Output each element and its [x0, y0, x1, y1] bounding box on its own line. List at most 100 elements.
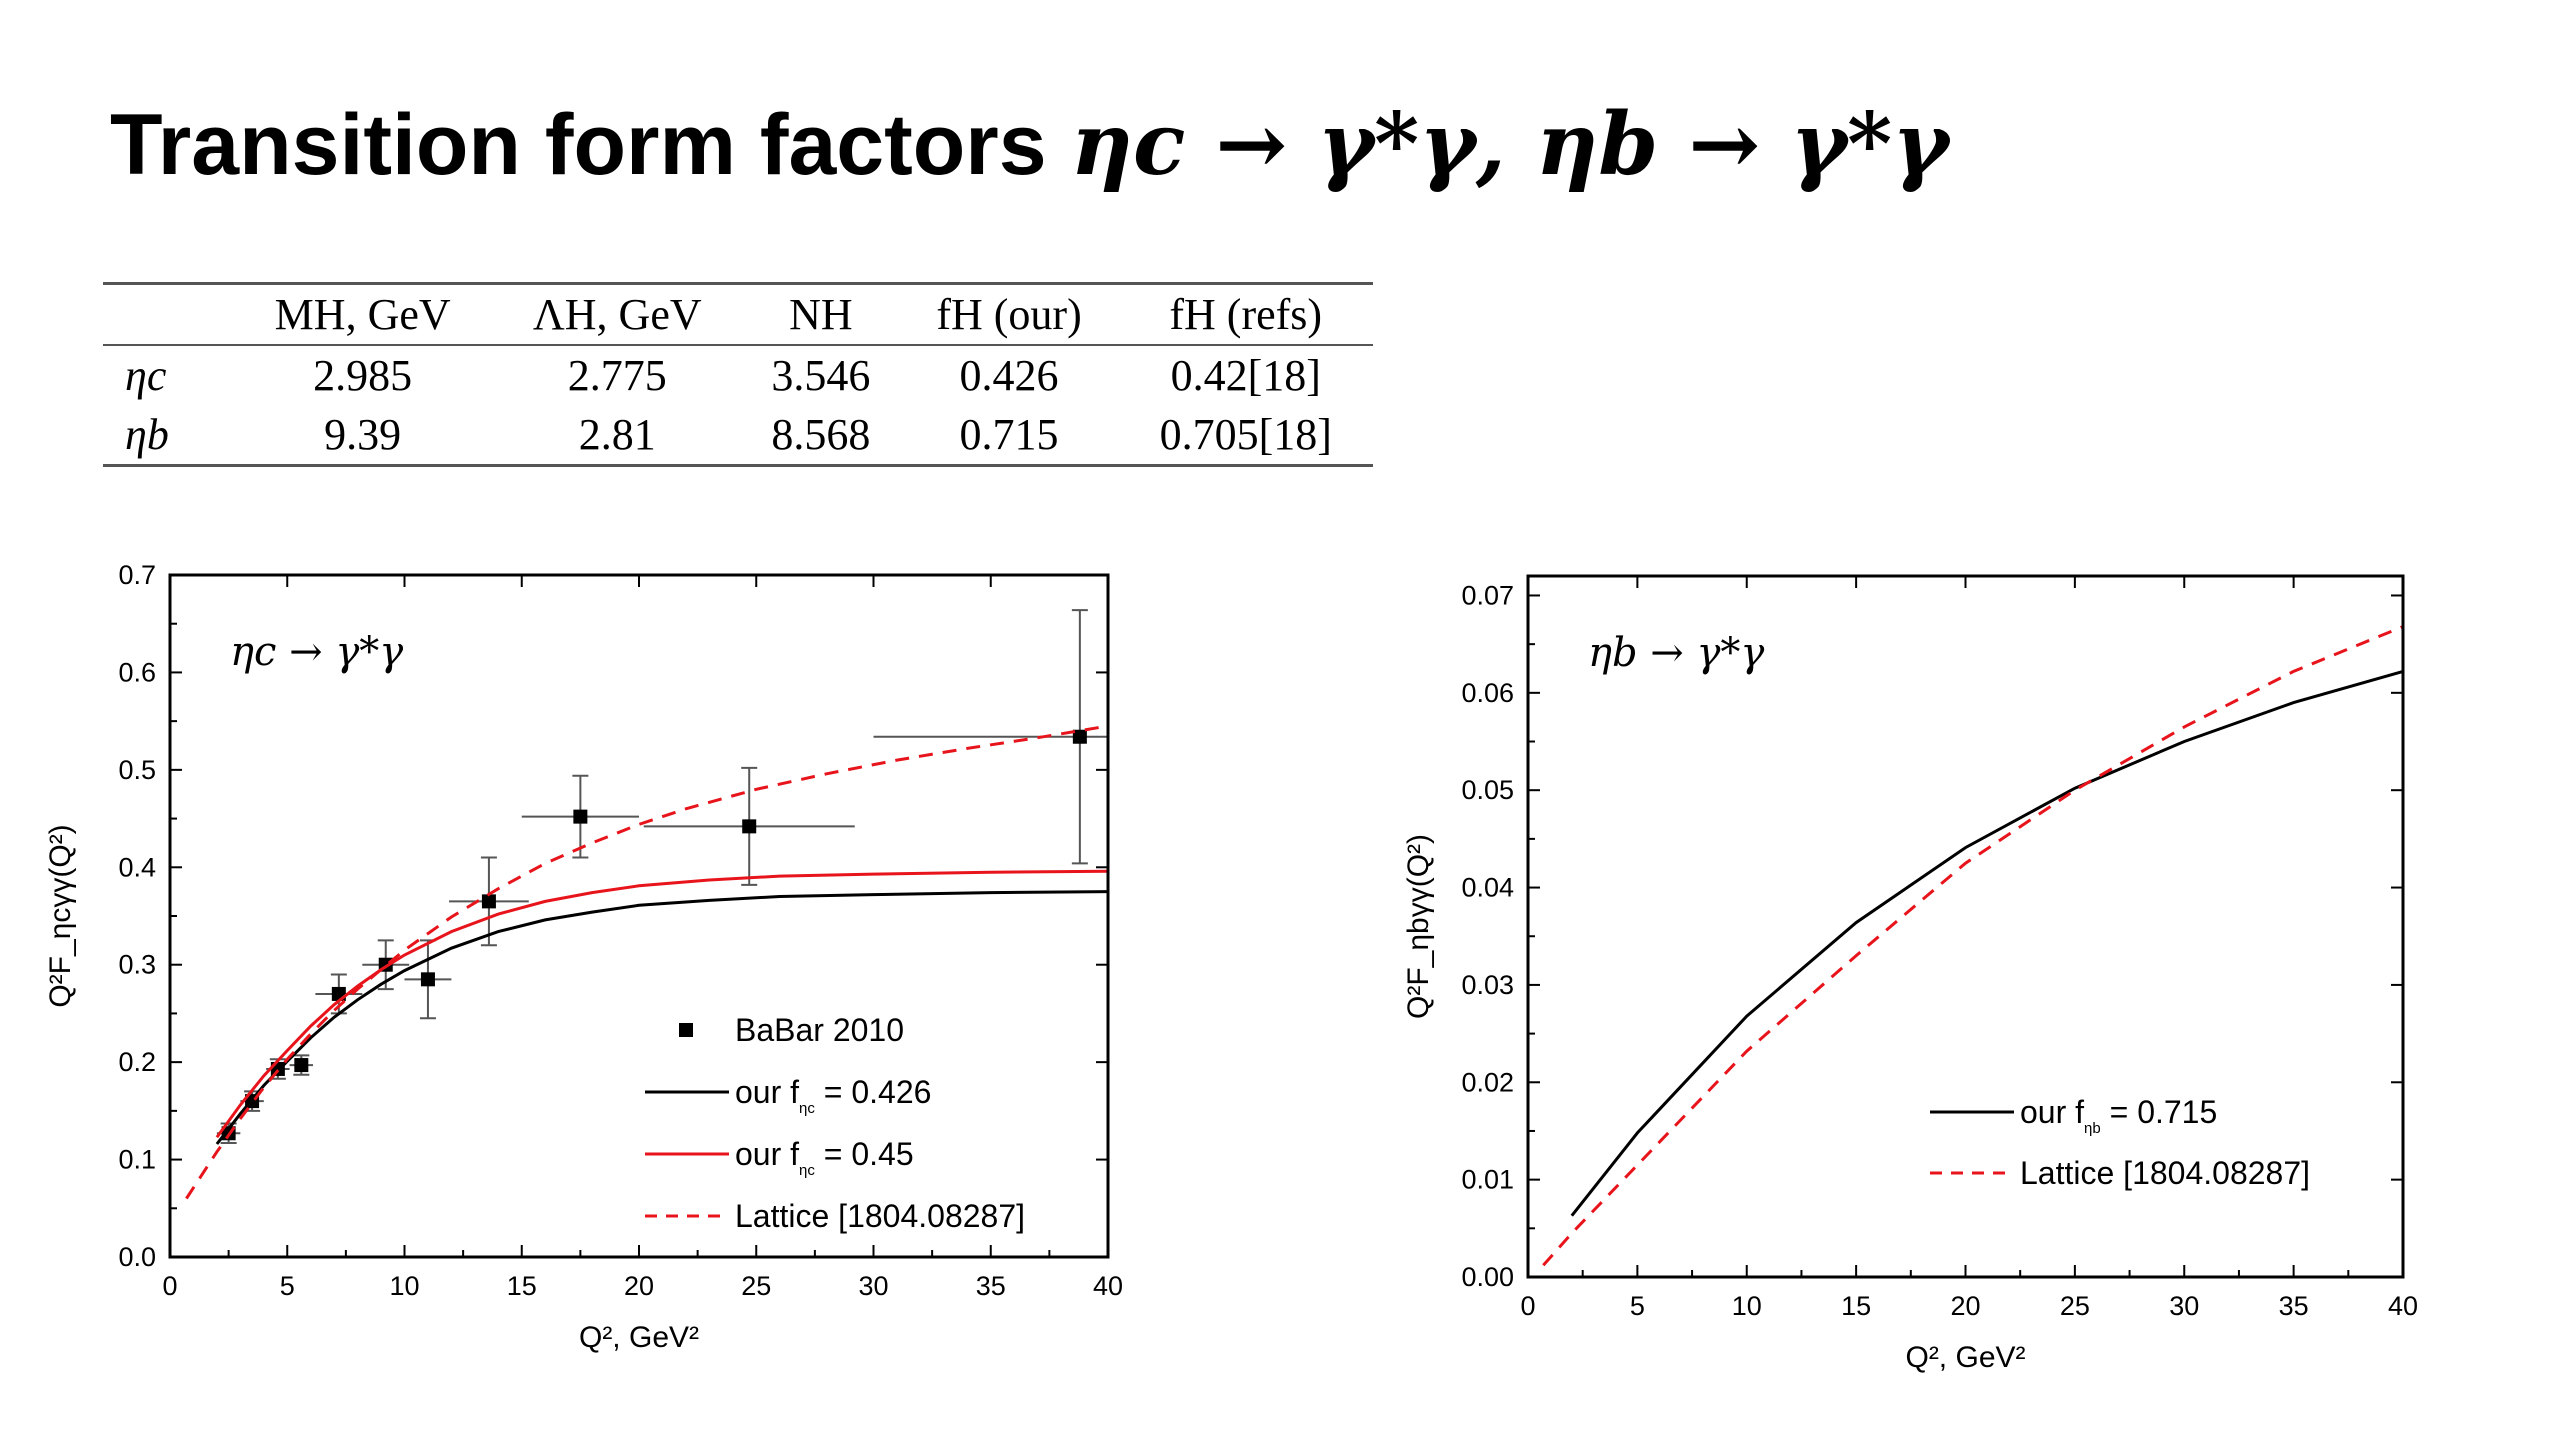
table-header-cell: NH	[789, 290, 853, 339]
y-tick-label: 0.02	[1461, 1067, 1514, 1097]
y-tick-label: 0.7	[118, 560, 156, 590]
title-formula: ηc → γ*γ, ηb → γ*γ	[1070, 94, 1949, 195]
x-tick-label: 5	[280, 1271, 295, 1301]
y-tick-label: 0.4	[118, 852, 156, 882]
chart-annotation: ηc → γ*γ	[230, 629, 403, 675]
data-point	[420, 972, 435, 987]
data-point	[481, 894, 496, 909]
table-cell: 0.426	[959, 351, 1059, 400]
x-tick-label: 10	[1732, 1291, 1762, 1321]
x-tick-label: 10	[389, 1271, 419, 1301]
legend-label-text: our f	[735, 1074, 799, 1110]
y-tick-label: 0.06	[1461, 678, 1514, 708]
slide-title: Transition form factors ηc → γ*γ, ηb → γ…	[110, 97, 1949, 193]
series-line	[215, 869, 1108, 1139]
table-cell: 2.81	[578, 410, 656, 459]
table-cell: 2.985	[313, 351, 413, 400]
y-tick-label: 0.01	[1461, 1165, 1514, 1195]
y-tick-label: 0.05	[1461, 775, 1514, 805]
legend-label-text: Lattice [1804.08287]	[2020, 1155, 2310, 1191]
series-line	[1570, 669, 2403, 1217]
series-line	[185, 724, 1108, 1200]
legend-label-subscript: ηc	[799, 1100, 815, 1117]
x-tick-label: 20	[1950, 1291, 1980, 1321]
legend-label-subscript: ηc	[799, 1162, 815, 1179]
y-tick-label: 0.0	[118, 1242, 156, 1272]
x-tick-label: 0	[162, 1271, 177, 1301]
x-tick-label: 5	[1630, 1291, 1645, 1321]
table-row-label: ηb	[125, 410, 169, 459]
x-axis-label: Q², GeV²	[579, 1321, 699, 1354]
table-header-row: MH, GeV ΛH, GeV NH fH (our) fH (refs)	[103, 283, 1373, 346]
table-header-cell: ΛH, GeV	[532, 290, 702, 339]
series-line	[1542, 625, 2403, 1267]
y-axis-label: Q²F_ηcγγ(Q²)	[44, 824, 77, 1007]
chart-annotation: ηb → γ*γ	[1588, 630, 1764, 676]
parameter-table: MH, GeV ΛH, GeV NH fH (our) fH (refs) ηc…	[103, 282, 1373, 467]
x-tick-label: 30	[2169, 1291, 2199, 1321]
table-cell: 0.715	[959, 410, 1059, 459]
table-header-cell: MH, GeV	[274, 290, 451, 339]
legend-label: our fηb = 0.715	[2020, 1094, 2217, 1137]
data-point	[294, 1058, 309, 1073]
legend-label-value: = 0.45	[815, 1136, 914, 1172]
x-tick-label: 25	[741, 1271, 771, 1301]
series-group	[185, 609, 1108, 1200]
x-tick-label: 15	[507, 1271, 537, 1301]
table-header-cell	[103, 284, 233, 346]
x-tick-label: 20	[624, 1271, 654, 1301]
legend-label-value: = 0.426	[815, 1074, 932, 1110]
eta-b-chart: 0 5 10 15 20 25 30 35 40 0.00 0.01 0.02 0.03 0.04 0.05…	[1402, 574, 2418, 1374]
plot-frame	[168, 573, 1110, 1259]
table-cell: 3.546	[771, 351, 871, 400]
y-tick-label: 0.00	[1461, 1262, 1514, 1292]
legend-label: our fηc = 0.426	[735, 1074, 931, 1117]
data-point	[573, 809, 588, 824]
plot-frame	[1526, 574, 2405, 1279]
legend-label: BaBar 2010	[735, 1012, 904, 1048]
series-line	[215, 890, 1108, 1145]
x-tick-label: 25	[2060, 1291, 2090, 1321]
series-group	[1542, 625, 2403, 1267]
y-tick-label: 0.03	[1461, 970, 1514, 1000]
data-point	[1072, 729, 1087, 744]
table-header-cell: fH (refs)	[1169, 290, 1323, 339]
table-cell: 0.42[18]	[1170, 351, 1321, 400]
legend-label: our fηc = 0.45	[735, 1136, 914, 1179]
y-tick-label: 0.6	[118, 657, 156, 687]
y-tick-label: 0.1	[118, 1145, 156, 1175]
y-tick-label: 0.3	[118, 950, 156, 980]
legend-label: Lattice [1804.08287]	[735, 1198, 1025, 1234]
legend-marker	[679, 1023, 693, 1037]
table-cell: 0.705[18]	[1159, 410, 1332, 459]
x-axis-label: Q², GeV²	[1905, 1341, 2025, 1374]
data-point	[742, 819, 757, 834]
x-tick-label: 35	[2279, 1291, 2309, 1321]
x-tick-label: 30	[858, 1271, 888, 1301]
legend-label-text: Lattice [1804.08287]	[735, 1198, 1025, 1234]
x-tick-label: 35	[976, 1271, 1006, 1301]
table-row: ηc 2.985 2.775 3.546 0.426 0.42[18]	[103, 345, 1373, 405]
legend-label-text: our f	[735, 1136, 799, 1172]
table-row: ηb 9.39 2.81 8.568 0.715 0.705[18]	[103, 405, 1373, 466]
table-row-label: ηc	[125, 351, 167, 400]
table-cell: 9.39	[324, 410, 402, 459]
y-tick-label: 0.07	[1461, 580, 1514, 610]
y-tick-label: 0.04	[1461, 873, 1514, 903]
legend-label-subscript: ηb	[2084, 1120, 2101, 1137]
title-text: Transition form factors	[110, 97, 1071, 193]
y-axis-label: Q²F_ηbγγ(Q²)	[1402, 834, 1435, 1019]
x-tick-label: 40	[1093, 1271, 1123, 1301]
table-cell: 8.568	[771, 410, 871, 459]
y-tick-label: 0.5	[118, 755, 156, 785]
legend-label-text: our f	[2020, 1094, 2084, 1130]
x-tick-label: 40	[2388, 1291, 2418, 1321]
legend-label-value: = 0.715	[2101, 1094, 2218, 1130]
x-tick-label: 15	[1841, 1291, 1871, 1321]
table-header-cell: fH (our)	[936, 290, 1082, 339]
table-cell: 2.775	[567, 351, 667, 400]
y-tick-label: 0.2	[118, 1047, 156, 1077]
legend-label: Lattice [1804.08287]	[2020, 1155, 2310, 1191]
x-tick-label: 0	[1520, 1291, 1535, 1321]
eta-c-chart: 0 5 10 15 20 25 30 35 40 0.0 0.1 0.2 0.3 0.4 0.5 0.6 0.7…	[44, 560, 1123, 1354]
